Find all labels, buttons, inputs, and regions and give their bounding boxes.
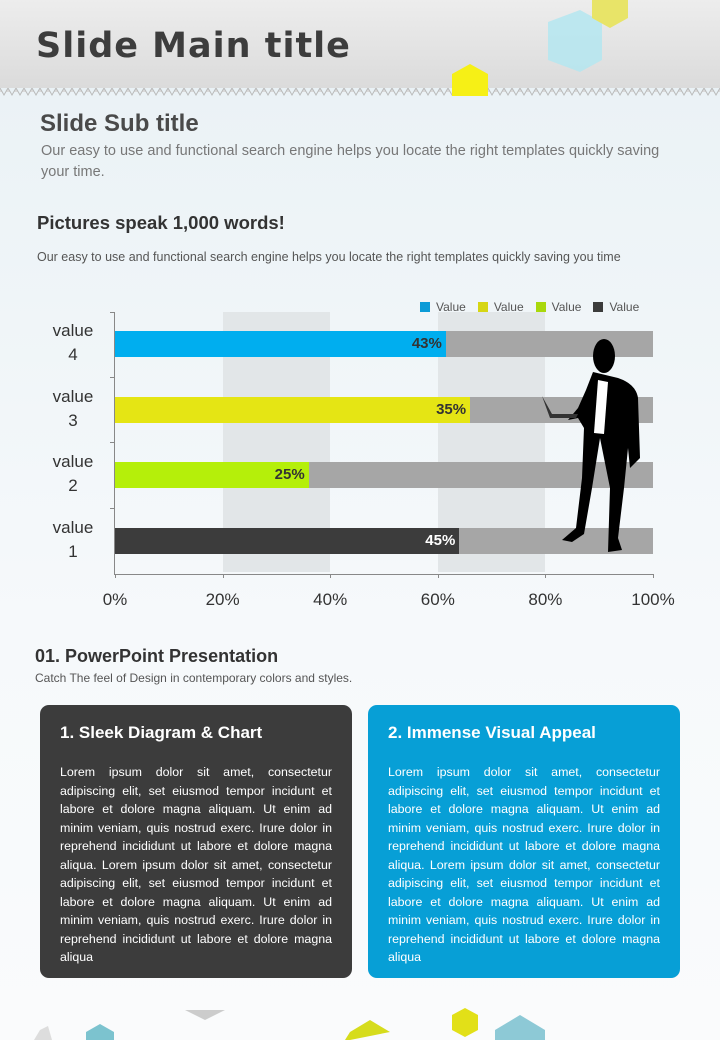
x-tick bbox=[330, 574, 332, 578]
legend-swatch bbox=[535, 302, 546, 312]
bar bbox=[115, 331, 446, 357]
legend-label: Value bbox=[551, 300, 582, 314]
x-axis bbox=[114, 574, 654, 575]
x-tick bbox=[115, 574, 116, 578]
x-tick-label: 100% bbox=[631, 590, 675, 609]
legend-label: Value bbox=[609, 300, 640, 314]
legend: Value Value Value Value bbox=[420, 300, 645, 314]
y-tick bbox=[110, 508, 115, 509]
zigzag-divider bbox=[0, 88, 720, 97]
bar-data-label: 45% bbox=[425, 532, 456, 549]
x-tick bbox=[437, 574, 439, 578]
card-sleek-diagram: 1. Sleek Diagram & Chart Lorem ipsum dol… bbox=[40, 705, 352, 978]
x-tick-label: 60% bbox=[420, 590, 455, 609]
presentation-heading: 01. PowerPoint Presentation bbox=[35, 646, 279, 666]
x-tick-label: 80% bbox=[528, 590, 563, 609]
card-body: Lorem ipsum dolor sit amet, consectetur … bbox=[388, 765, 660, 964]
category-label-line: value bbox=[52, 321, 94, 340]
category-label: value 2 bbox=[40, 450, 106, 498]
y-axis bbox=[114, 312, 115, 575]
category-label-line: 3 bbox=[68, 411, 78, 430]
card-body: Lorem ipsum dolor sit amet, consectetur … bbox=[60, 765, 332, 964]
legend-label: Value bbox=[493, 300, 524, 314]
section-heading: Pictures speak 1,000 words! bbox=[37, 212, 285, 233]
legend-swatch bbox=[420, 302, 430, 312]
subtitle: Slide Sub title bbox=[40, 110, 199, 137]
hexagon-footer-decoration bbox=[34, 1008, 545, 1040]
hexagon-decoration bbox=[452, 0, 628, 96]
x-tick-label: 20% bbox=[205, 590, 240, 609]
category-label-line: value bbox=[52, 518, 94, 537]
x-tick-label: 0% bbox=[102, 590, 128, 609]
category-label-line: 4 bbox=[68, 345, 78, 364]
category-label-line: 2 bbox=[68, 476, 78, 495]
bar bbox=[115, 462, 309, 488]
category-label: value 3 bbox=[40, 385, 106, 433]
category-label-line: 1 bbox=[68, 542, 78, 561]
businessman-silhouette bbox=[542, 339, 640, 552]
card-title: 2. Immense Visual Appeal bbox=[388, 723, 596, 742]
x-tick bbox=[222, 574, 224, 578]
legend-swatch bbox=[593, 302, 604, 312]
x-tick bbox=[545, 574, 547, 578]
page-title: Slide Main title bbox=[36, 26, 351, 66]
subtitle-text: Our easy to use and functional search en… bbox=[41, 143, 660, 180]
bar-data-label: 25% bbox=[274, 466, 305, 483]
y-tick bbox=[110, 312, 115, 313]
category-label: value 4 bbox=[40, 319, 106, 367]
category-label: value 1 bbox=[40, 516, 106, 564]
bar bbox=[115, 397, 471, 423]
category-label-line: value bbox=[52, 387, 94, 406]
category-label-line: value bbox=[52, 452, 94, 471]
bar bbox=[115, 528, 460, 554]
x-tick-label: 40% bbox=[313, 590, 348, 609]
y-tick bbox=[110, 442, 115, 443]
bar-data-label: 35% bbox=[436, 401, 467, 418]
card-visual-appeal: 2. Immense Visual Appeal Lorem ipsum dol… bbox=[368, 705, 680, 978]
presentation-subtext: Catch The feel of Design in contemporary… bbox=[35, 671, 353, 685]
card-title: 1. Sleek Diagram & Chart bbox=[60, 723, 263, 742]
section-text: Our easy to use and functional search en… bbox=[37, 250, 621, 264]
x-tick bbox=[653, 574, 654, 578]
y-tick bbox=[110, 377, 115, 378]
bar-data-label: 43% bbox=[411, 335, 442, 352]
legend-label: Value bbox=[436, 300, 466, 314]
legend-swatch bbox=[477, 302, 488, 312]
